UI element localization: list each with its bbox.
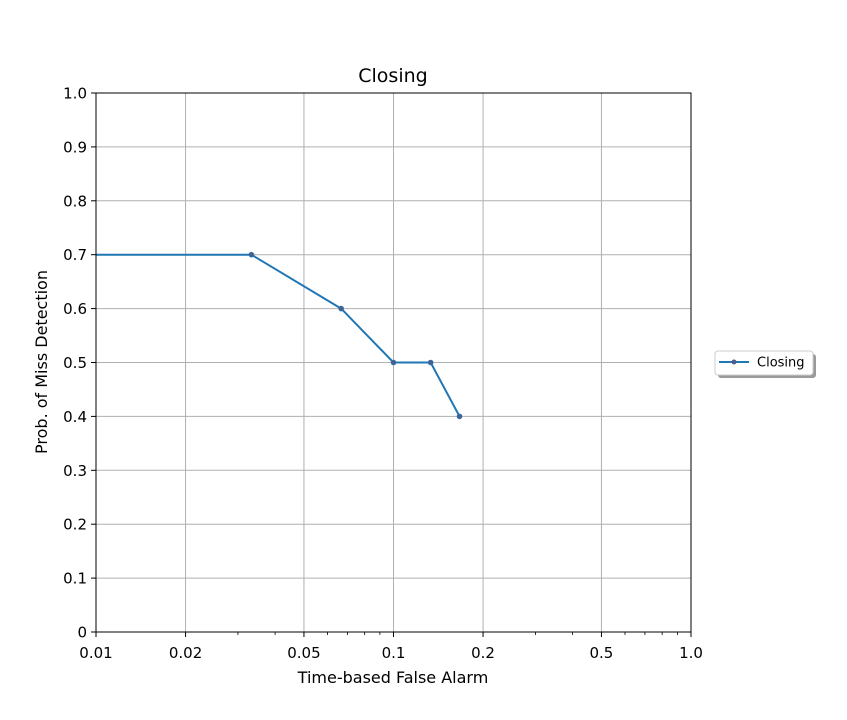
data-point [338, 305, 344, 312]
x-tick-label: 0.01 [79, 644, 112, 662]
legend: Closing [714, 350, 816, 378]
x-tick-label: 0.05 [287, 644, 320, 662]
legend-box [714, 350, 814, 376]
chart-title: Closing [358, 65, 427, 87]
y-tick-label: 0 [77, 624, 87, 642]
data-point [427, 359, 434, 366]
x-tick-label: 0.2 [471, 644, 495, 662]
x-tick-label: 0.02 [169, 644, 202, 662]
y-tick-label: 0.7 [63, 246, 87, 264]
y-tick-label: 0.4 [63, 408, 87, 426]
y-tick-label: 1.0 [63, 85, 87, 103]
y-tick-label: 0.2 [63, 516, 87, 534]
y-tick-label: 0.5 [63, 354, 87, 372]
y-axis-label: Prob. of Miss Detection [32, 270, 51, 454]
x-tick-label: 1.0 [679, 644, 703, 662]
y-tick-label: 0.9 [63, 138, 87, 156]
x-tick-label: 0.5 [590, 644, 614, 662]
y-tick-label: 0.8 [63, 192, 87, 210]
data-point [456, 413, 463, 420]
series-line-closing [96, 253, 461, 417]
y-tick-label: 0.3 [63, 462, 87, 480]
legend-label-closing: Closing [757, 356, 805, 371]
x-axis-label: Time-based False Alarm [297, 668, 489, 687]
y-tick-label: 0.1 [63, 570, 87, 588]
data-point [390, 359, 397, 366]
y-axis-ticks: 0 0.1 0.2 0.3 0.4 0.5 0.6 0.7 0.8 0.9 1.0 [63, 85, 96, 642]
y-tick-label: 0.6 [63, 300, 87, 318]
x-tick-label: 0.1 [382, 644, 406, 662]
legend-marker-closing [731, 359, 737, 365]
x-axis-ticks: 0.01 0.02 0.05 0.1 0.2 0.5 1.0 [79, 632, 703, 662]
series-layer [96, 251, 463, 420]
data-point [248, 251, 255, 258]
